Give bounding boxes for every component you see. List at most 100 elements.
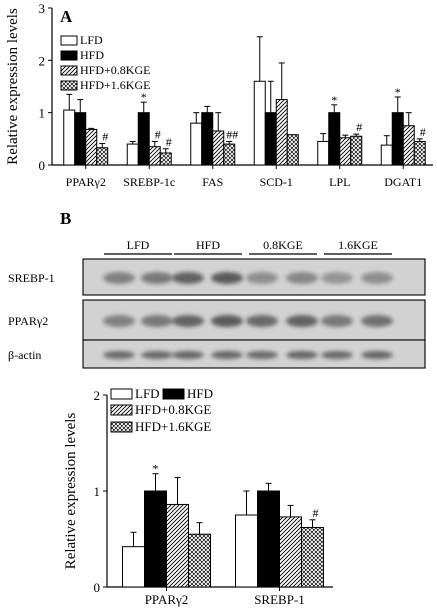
blot-row-label: SREBP-1 — [8, 271, 55, 285]
blot-row-label: β-actin — [8, 348, 41, 362]
blot-band — [141, 315, 173, 327]
blot-group-label: 1.6KGE — [338, 238, 378, 252]
blot-band — [321, 351, 353, 359]
x-tick-label: SCD-1 — [260, 175, 293, 189]
legend-swatch — [110, 421, 133, 433]
bar — [188, 533, 211, 588]
legend-swatch — [60, 80, 78, 91]
bar — [380, 144, 393, 166]
bar — [275, 99, 288, 166]
bar — [137, 112, 150, 166]
legend-swatch — [110, 404, 133, 416]
x-tick-label: PPARγ2 — [145, 592, 189, 607]
panel-label-b: B — [60, 209, 71, 228]
significance-marker: * — [395, 85, 401, 99]
blot-band — [286, 272, 318, 284]
blot-band — [361, 272, 393, 284]
significance-marker: # — [166, 135, 172, 149]
blot-band — [211, 272, 243, 284]
blot-band — [361, 315, 393, 327]
x-tick-label: SREBP-1c — [123, 175, 175, 189]
y-axis-label: Relative expression levels — [5, 8, 21, 165]
blot-band — [141, 351, 173, 359]
legend-label: HFD — [187, 386, 213, 401]
legend-label: HFD+1.6KGE — [80, 78, 150, 92]
bar — [126, 143, 139, 166]
legend-swatch — [162, 388, 185, 400]
bar — [339, 137, 352, 166]
blot-band — [286, 315, 318, 327]
bar — [253, 80, 266, 166]
x-tick-label: DGAT1 — [384, 175, 422, 189]
blot-group-label: 0.8KGE — [263, 238, 303, 252]
y-tick-label: 1 — [94, 484, 101, 499]
significance-marker: ## — [226, 127, 238, 141]
bar — [85, 128, 98, 166]
bar — [301, 526, 324, 588]
y-tick-label: 2 — [94, 388, 101, 403]
bar — [328, 112, 341, 166]
chart-panel-a: A 0 1 2 3 Relative expression levels PPARγ2 SR… — [5, 1, 433, 189]
legend-swatch — [60, 35, 78, 46]
blot-band — [172, 315, 204, 327]
bar — [148, 146, 161, 166]
legend-label: HFD+0.8KGE — [80, 63, 150, 77]
bar — [166, 503, 189, 588]
x-tick-label: PPARγ2 — [66, 175, 106, 189]
blot-band — [172, 351, 204, 359]
blot-band — [211, 351, 243, 359]
significance-marker: # — [420, 125, 426, 139]
blot-band — [361, 351, 393, 359]
y-tick-label: 1 — [39, 106, 46, 121]
bar — [159, 152, 172, 166]
legend-swatch — [60, 65, 78, 76]
bar — [235, 514, 258, 588]
x-tick-label: FAS — [202, 175, 223, 189]
blot-band — [141, 272, 173, 284]
bar — [413, 140, 426, 166]
blot-band — [321, 315, 353, 327]
western-blot: LFD HFD 0.8KGE 1.6KGE SREBP-1 PPARγ2 β-actin — [8, 238, 426, 369]
legend-label: HFD+1.6KGE — [135, 419, 211, 434]
bar — [144, 490, 167, 588]
y-tick-label: 0 — [94, 580, 101, 595]
significance-marker: # — [313, 506, 319, 520]
x-tick-label: LPL — [329, 175, 350, 189]
blot-band — [321, 272, 353, 284]
legend-label: LFD — [135, 386, 160, 401]
significance-marker: # — [102, 130, 108, 144]
significance-marker: * — [153, 462, 159, 476]
bar — [317, 140, 330, 166]
bar — [212, 130, 225, 166]
blot-band — [172, 272, 204, 284]
bar — [402, 125, 415, 166]
blot-band — [103, 351, 135, 359]
bar — [96, 147, 109, 166]
bar — [74, 112, 87, 166]
legend-swatch — [60, 50, 78, 61]
blot-group-label: HFD — [196, 238, 220, 252]
bar — [201, 112, 214, 166]
bar — [190, 122, 203, 166]
blot-band — [211, 315, 243, 327]
significance-marker: # — [155, 127, 161, 141]
blot-band — [103, 315, 135, 327]
blot-band — [246, 272, 278, 284]
blot-band — [246, 351, 278, 359]
blot-band — [103, 272, 135, 284]
y-tick-label: 0 — [39, 158, 46, 173]
significance-marker: # — [356, 120, 362, 134]
bar — [257, 490, 280, 588]
blot-band — [246, 315, 278, 327]
bar — [279, 516, 302, 588]
bar — [122, 546, 145, 588]
y-tick-label: 3 — [39, 1, 46, 16]
bar — [264, 112, 277, 166]
significance-marker: * — [141, 90, 147, 104]
significance-marker: * — [331, 93, 337, 107]
blot-row-label: PPARγ2 — [8, 314, 48, 328]
bar — [286, 134, 299, 166]
y-axis-label: Relative expression levels — [63, 413, 79, 570]
bar — [350, 135, 363, 166]
